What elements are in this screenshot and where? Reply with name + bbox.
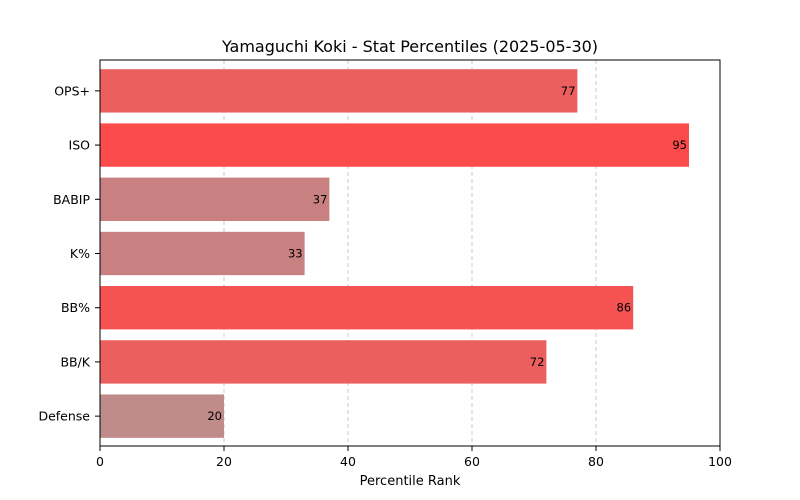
y-tick-label: ISO	[69, 138, 91, 153]
bar	[100, 340, 547, 384]
x-tick-label: 0	[96, 454, 104, 469]
y-tick-label: BB%	[61, 300, 90, 315]
y-axis: OPS+ ISO BABIP K% BB% BB/K Defense	[38, 83, 100, 424]
y-tick-label: K%	[70, 246, 90, 261]
y-tick-label: Defense	[38, 409, 90, 424]
bar	[100, 177, 330, 221]
x-tick-label: 20	[216, 454, 232, 469]
bar-value-label: 72	[530, 355, 545, 369]
x-tick-label: 80	[588, 454, 604, 469]
chart-title: Yamaguchi Koki - Stat Percentiles (2025-…	[221, 37, 598, 56]
x-axis-label: Percentile Rank	[360, 474, 461, 489]
x-tick-label: 60	[464, 454, 480, 469]
x-tick-label: 40	[340, 454, 356, 469]
bar-value-label: 77	[561, 84, 576, 98]
bar-value-label: 20	[207, 409, 222, 423]
bar	[100, 231, 305, 276]
x-axis: 0 20 40 60 80 100	[96, 446, 732, 469]
bar	[100, 286, 634, 330]
bar-value-label: 33	[288, 247, 303, 261]
y-tick-label: OPS+	[54, 83, 90, 98]
y-tick-label: BABIP	[53, 192, 90, 207]
bar-value-label: 95	[672, 138, 687, 152]
data-labels: 77 95 37 33 86 72 20	[207, 84, 687, 423]
bar	[100, 394, 224, 438]
x-tick-label: 100	[708, 454, 732, 469]
bar-value-label: 37	[313, 192, 328, 206]
bar-value-label: 86	[617, 301, 632, 315]
bar	[100, 69, 578, 113]
bars	[100, 69, 689, 438]
y-tick-label: BB/K	[60, 354, 90, 369]
bar	[100, 123, 689, 167]
